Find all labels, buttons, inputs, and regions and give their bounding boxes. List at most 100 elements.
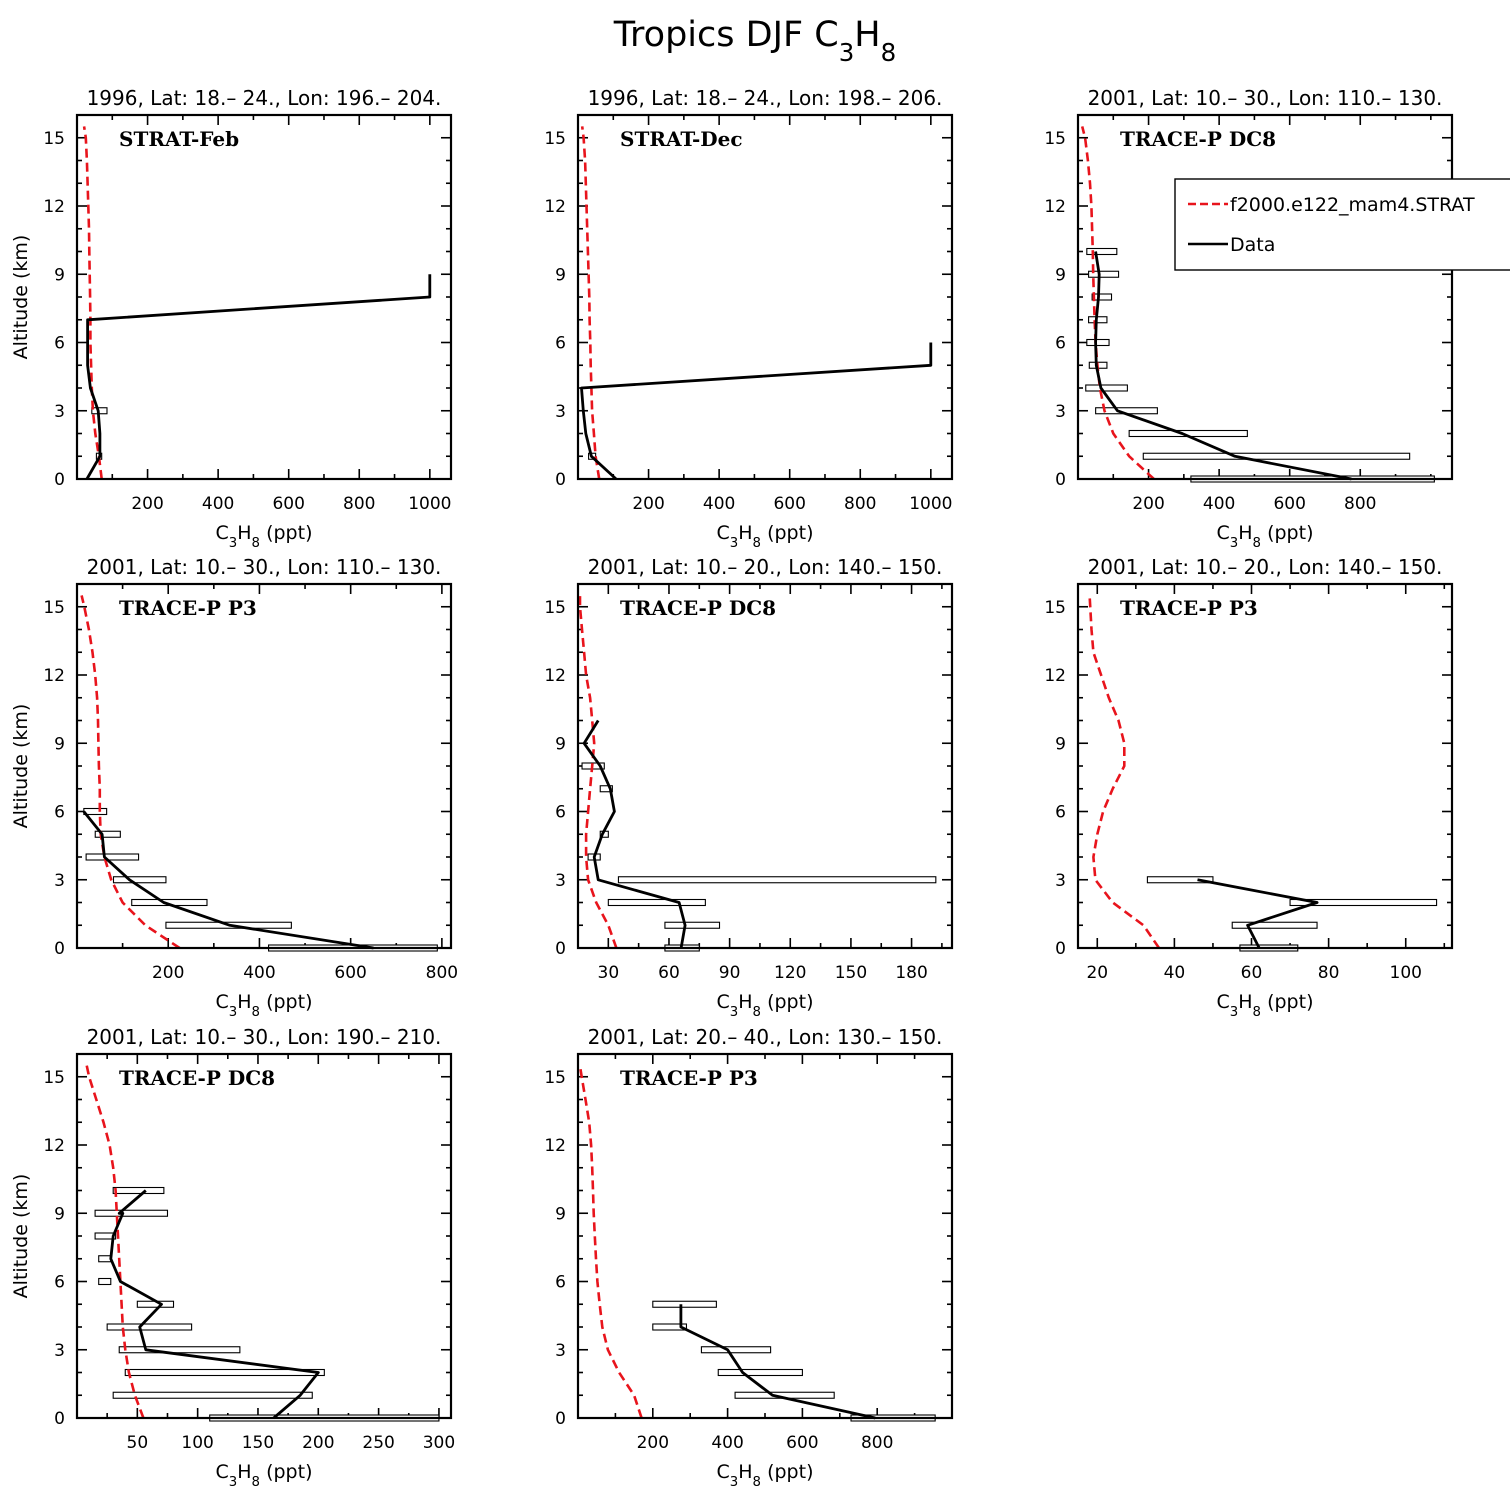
range-bar xyxy=(112,1186,165,1195)
y-tick-label: 12 xyxy=(43,666,65,686)
x-tick-label: 400 xyxy=(1203,494,1235,514)
data-series-line xyxy=(582,719,687,949)
y-tick-label: 0 xyxy=(1055,939,1066,959)
x-tick-label: 30 xyxy=(598,963,620,983)
campaign-label: TRACE-P DC8 xyxy=(1120,127,1276,151)
x-tick-label: 90 xyxy=(719,963,741,983)
x-tick-label: 200 xyxy=(152,963,184,983)
y-tick-label: 9 xyxy=(54,1204,65,1224)
x-axis-label: C3H8 (ppt) xyxy=(717,522,814,551)
range-bar xyxy=(652,1300,717,1308)
plot-frame xyxy=(576,113,954,481)
range-bar xyxy=(599,785,613,793)
model-series-line xyxy=(578,1065,643,1418)
range-bar xyxy=(1091,293,1113,301)
x-tick-label: 600 xyxy=(272,494,304,514)
y-tick-label: 12 xyxy=(544,666,566,686)
x-tick-label: 800 xyxy=(861,1433,893,1453)
y-tick-label: 3 xyxy=(555,402,566,422)
x-tick-label: 1000 xyxy=(408,494,451,514)
panel-subtitle: 2001, Lat: 10.– 30., Lon: 110.– 130. xyxy=(1088,86,1443,110)
range-bar xyxy=(607,898,706,907)
legend-model-label: f2000.e122_mam4.STRAT xyxy=(1230,194,1475,216)
model-series-line xyxy=(82,126,103,479)
campaign-label: STRAT-Feb xyxy=(119,127,239,151)
y-tick-label: 6 xyxy=(1055,334,1066,354)
plot-frame xyxy=(75,113,453,481)
range-bar xyxy=(106,1323,193,1331)
y-tick-label: 15 xyxy=(1044,129,1066,149)
y-tick-label: 12 xyxy=(544,197,566,217)
y-tick-label: 12 xyxy=(43,1136,65,1156)
x-tick-label: 200 xyxy=(302,1433,334,1453)
y-tick-label: 3 xyxy=(555,1341,566,1361)
x-tick-label: 1000 xyxy=(909,494,952,514)
x-tick-label: 600 xyxy=(334,963,366,983)
panel-subtitle: 2001, Lat: 10.– 20., Lon: 140.– 150. xyxy=(1088,555,1443,579)
x-tick-label: 20 xyxy=(1086,963,1108,983)
y-tick-label: 15 xyxy=(544,129,566,149)
y-tick-label: 12 xyxy=(43,197,65,217)
x-tick-label: 150 xyxy=(242,1433,274,1453)
campaign-label: TRACE-P P3 xyxy=(620,1066,758,1090)
range-bar xyxy=(1086,247,1118,256)
y-tick-label: 9 xyxy=(555,734,566,754)
x-tick-label: 50 xyxy=(127,1433,149,1453)
x-tick-label: 60 xyxy=(658,963,680,983)
y-tick-label: 0 xyxy=(555,939,566,959)
range-bar xyxy=(1086,338,1110,347)
campaign-label: TRACE-P P3 xyxy=(119,596,257,620)
y-tick-label: 12 xyxy=(1044,197,1066,217)
range-bar xyxy=(664,921,721,929)
range-bar xyxy=(1142,452,1411,460)
y-tick-label: 15 xyxy=(43,598,65,618)
y-tick-label: 9 xyxy=(54,734,65,754)
x-tick-label: 800 xyxy=(844,494,876,514)
panel-subtitle: 1996, Lat: 18.– 24., Lon: 196.– 204. xyxy=(87,86,442,110)
data-series-line xyxy=(679,1304,876,1420)
model-series-line xyxy=(1088,595,1161,948)
range-bar xyxy=(124,1368,325,1377)
range-bar xyxy=(98,1277,112,1286)
y-axis-label: Altitude (km) xyxy=(10,1174,32,1299)
x-axis-label: C3H8 (ppt) xyxy=(717,1461,814,1490)
x-tick-label: 600 xyxy=(773,494,805,514)
legend-data-label: Data xyxy=(1230,234,1275,256)
x-tick-label: 200 xyxy=(632,494,664,514)
model-series-line xyxy=(580,126,601,479)
range-bar xyxy=(98,1255,112,1263)
plot-frame xyxy=(576,582,954,950)
y-tick-label: 15 xyxy=(544,598,566,618)
range-bar xyxy=(1085,384,1128,392)
y-tick-label: 3 xyxy=(54,1341,65,1361)
panel-subtitle: 2001, Lat: 10.– 20., Lon: 140.– 150. xyxy=(588,555,943,579)
range-bar xyxy=(700,1346,772,1354)
y-tick-label: 9 xyxy=(1055,734,1066,754)
x-tick-label: 200 xyxy=(637,1433,669,1453)
figure-title: Tropics DJF C3H8 xyxy=(613,15,896,67)
panel-subtitle: 2001, Lat: 10.– 30., Lon: 110.– 130. xyxy=(87,555,442,579)
range-bar xyxy=(112,876,167,884)
panel-6: 2001, Lat: 10.– 20., Lon: 140.– 150. 0 3 6 9… xyxy=(1044,555,1454,1020)
y-tick-label: 9 xyxy=(555,1204,566,1224)
range-bar xyxy=(617,876,937,884)
y-tick-label: 6 xyxy=(54,1273,65,1293)
y-tick-label: 3 xyxy=(54,402,65,422)
x-tick-label: 120 xyxy=(774,963,806,983)
range-bar xyxy=(1088,270,1120,278)
plot-frame xyxy=(1076,113,1454,481)
panel-subtitle: 2001, Lat: 20.– 40., Lon: 130.– 150. xyxy=(588,1025,943,1049)
plot-frame xyxy=(576,1052,954,1420)
range-bar xyxy=(112,1391,313,1399)
legend-box xyxy=(1174,178,1510,271)
x-tick-label: 150 xyxy=(835,963,867,983)
y-tick-label: 15 xyxy=(43,1068,65,1088)
y-tick-label: 9 xyxy=(1055,265,1066,285)
x-tick-label: 40 xyxy=(1164,963,1186,983)
model-series-line xyxy=(578,595,618,948)
y-tick-label: 0 xyxy=(1055,470,1066,490)
data-series-line xyxy=(1197,878,1319,949)
data-series-line xyxy=(82,810,374,950)
panel-5: 2001, Lat: 10.– 20., Lon: 140.– 150. 0 3 6 9… xyxy=(544,555,954,1020)
y-tick-label: 6 xyxy=(555,803,566,823)
